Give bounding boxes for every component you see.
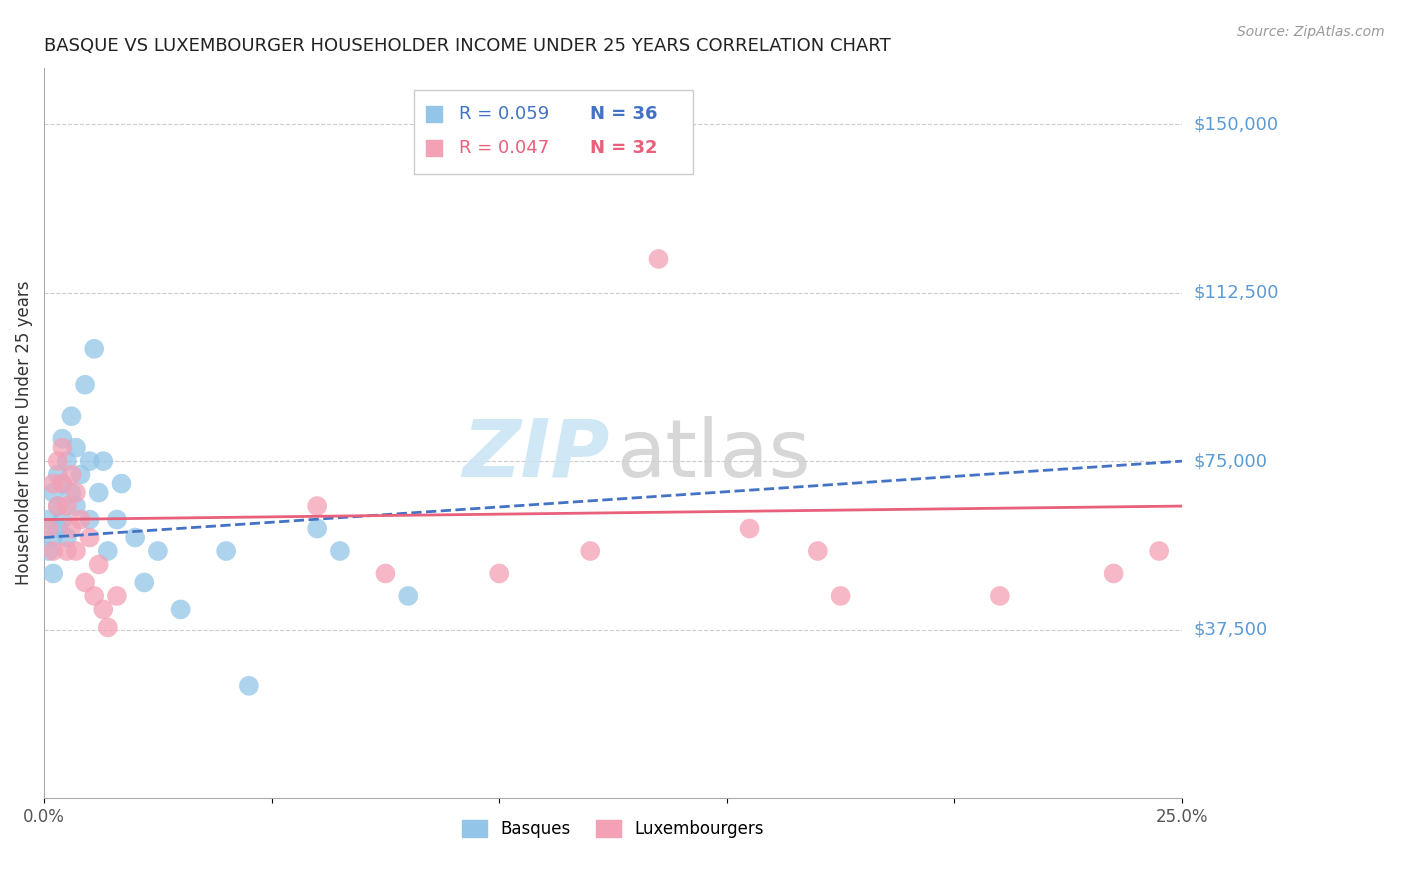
Point [87, 485, 110, 500]
Point [215, 544, 238, 558]
Point [60, 467, 83, 482]
Text: $37,500: $37,500 [1194, 621, 1267, 639]
Point [51, 432, 73, 446]
Point [65, 544, 87, 558]
Point [79, 531, 101, 545]
Point [87, 558, 110, 572]
Point [1102, 566, 1125, 581]
Point [579, 544, 602, 558]
Point [46, 454, 69, 468]
Point [38, 544, 60, 558]
Point [56, 499, 79, 513]
Point [110, 476, 132, 491]
Text: Source: ZipAtlas.com: Source: ZipAtlas.com [1237, 25, 1385, 39]
Point [83, 342, 105, 356]
Text: $150,000: $150,000 [1194, 115, 1278, 133]
Point [51, 476, 73, 491]
Point [97, 544, 120, 558]
Point [105, 589, 128, 603]
Text: N = 32: N = 32 [591, 139, 658, 157]
Point [60, 409, 83, 424]
Point [51, 441, 73, 455]
Point [42, 544, 65, 558]
Text: N = 36: N = 36 [591, 105, 658, 123]
Point [830, 589, 852, 603]
Text: R = 0.059: R = 0.059 [460, 105, 550, 123]
Point [60, 485, 83, 500]
Point [60, 522, 83, 536]
Text: BASQUE VS LUXEMBOURGER HOUSEHOLDER INCOME UNDER 25 YEARS CORRELATION CHART: BASQUE VS LUXEMBOURGER HOUSEHOLDER INCOM… [44, 37, 891, 55]
Point [69, 512, 91, 526]
Point [105, 512, 128, 526]
Point [1147, 544, 1170, 558]
Point [65, 441, 87, 455]
Point [46, 499, 69, 513]
Point [488, 566, 510, 581]
Point [51, 512, 73, 526]
Point [42, 485, 65, 500]
Point [46, 467, 69, 482]
Point [75, 377, 97, 392]
Point [56, 544, 79, 558]
Point [396, 589, 419, 603]
Point [91, 602, 114, 616]
Point [91, 454, 114, 468]
Point [42, 531, 65, 545]
FancyBboxPatch shape [413, 90, 693, 174]
Y-axis label: Householder Income Under 25 years: Householder Income Under 25 years [15, 281, 32, 585]
Legend: Basques, Luxembourgers: Basques, Luxembourgers [456, 814, 770, 845]
Text: R = 0.047: R = 0.047 [460, 139, 550, 157]
Point [329, 544, 352, 558]
Point [738, 522, 761, 536]
Point [307, 522, 329, 536]
Point [51, 476, 73, 491]
Point [38, 512, 60, 526]
Point [307, 499, 329, 513]
Point [146, 544, 169, 558]
Text: $112,500: $112,500 [1194, 284, 1278, 301]
Point [807, 544, 830, 558]
Text: ZIP: ZIP [463, 416, 610, 494]
Point [46, 522, 69, 536]
Point [97, 620, 120, 634]
Point [988, 589, 1011, 603]
Text: atlas: atlas [616, 416, 811, 494]
Point [69, 467, 91, 482]
Point [42, 476, 65, 491]
Point [134, 575, 156, 590]
Point [79, 512, 101, 526]
Point [65, 499, 87, 513]
Text: $75,000: $75,000 [1194, 452, 1267, 470]
Point [56, 531, 79, 545]
Point [124, 531, 146, 545]
Point [169, 602, 191, 616]
Point [238, 679, 260, 693]
Point [75, 575, 97, 590]
Point [42, 566, 65, 581]
Point [38, 522, 60, 536]
Point [65, 485, 87, 500]
Point [374, 566, 396, 581]
Point [56, 454, 79, 468]
Point [79, 454, 101, 468]
Point [83, 589, 105, 603]
Point [46, 499, 69, 513]
Point [647, 252, 669, 266]
